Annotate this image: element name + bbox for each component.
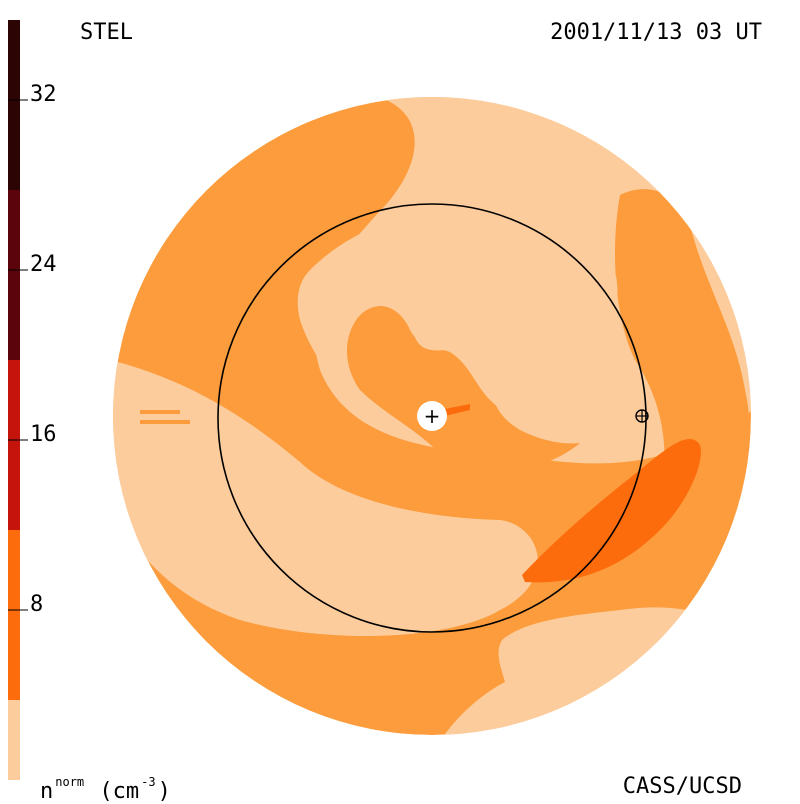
footer-right-label: CASS/UCSD [622, 774, 742, 799]
near-sun-density-streak [440, 404, 470, 416]
colorbar [8, 20, 28, 780]
inner-light-arm [297, 206, 618, 440]
right-medium-band [560, 189, 750, 611]
center-left-streak [318, 412, 336, 416]
colorbar-label-8: 8 [30, 592, 44, 617]
colorbar-label-16: 16 [30, 422, 57, 447]
sun-center-symbol: + [424, 404, 441, 428]
header-left-label: STEL [80, 20, 133, 45]
units-sup-exponent: -3 [141, 775, 156, 789]
lower-left-light-sector [113, 360, 538, 636]
colorbar-segment-1 [8, 20, 20, 190]
colorbar-label-32: 32 [30, 82, 57, 107]
dark-density-feature [522, 439, 701, 583]
center-medium-arm [346, 306, 580, 470]
header-right-label: 2001/11/13 03 UT [550, 20, 762, 45]
units-base: n [40, 779, 54, 804]
units-close: ) [157, 779, 171, 804]
colorbar-segment-5 [8, 700, 20, 780]
colorbar-label-24: 24 [30, 252, 57, 277]
colorbar-segment-4 [8, 530, 20, 700]
colorbar-segment-2 [8, 190, 20, 360]
units-open: (cm [99, 779, 140, 804]
left-edge-streak-1 [140, 410, 180, 414]
left-edge-streak-2 [140, 420, 190, 424]
units-sup-norm: norm [55, 775, 85, 789]
sun-center [417, 401, 447, 431]
footer-units-label: n norm (cm -3) [40, 776, 171, 803]
colorbar-segment-3 [8, 360, 20, 530]
earth-orbit-circle [217, 203, 647, 633]
